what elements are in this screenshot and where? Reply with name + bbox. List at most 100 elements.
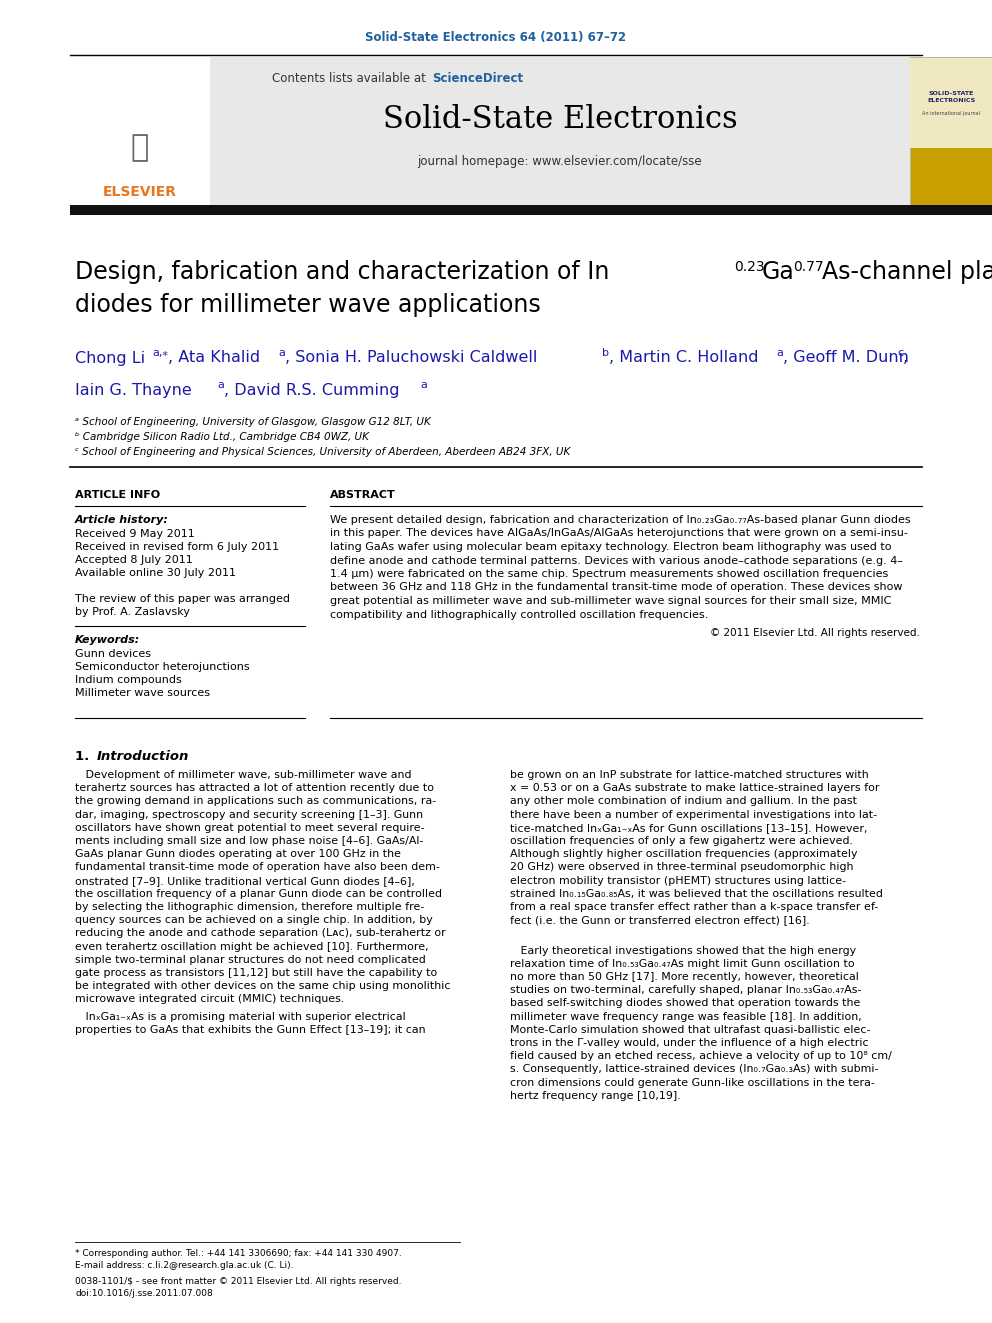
Text: simple two-terminal planar structures do not need complicated: simple two-terminal planar structures do… — [75, 955, 426, 964]
Bar — [70, 57, 210, 205]
Text: Received 9 May 2011: Received 9 May 2011 — [75, 529, 194, 538]
Text: Solid-State Electronics 64 (2011) 67–72: Solid-State Electronics 64 (2011) 67–72 — [365, 32, 627, 45]
Text: there have been a number of experimental investigations into lat-: there have been a number of experimental… — [510, 810, 877, 820]
Text: Solid-State Electronics: Solid-State Electronics — [383, 105, 737, 135]
Text: strained In₀.₁₅Ga₀.₈₅As, it was believed that the oscillations resulted: strained In₀.₁₅Ga₀.₈₅As, it was believed… — [510, 889, 883, 898]
Text: Semiconductor heterojunctions: Semiconductor heterojunctions — [75, 662, 250, 672]
Text: based self-switching diodes showed that operation towards the: based self-switching diodes showed that … — [510, 999, 860, 1008]
Text: oscillators have shown great potential to meet several require-: oscillators have shown great potential t… — [75, 823, 425, 832]
Text: ᵃ School of Engineering, University of Glasgow, Glasgow G12 8LT, UK: ᵃ School of Engineering, University of G… — [75, 417, 431, 427]
Text: ARTICLE INFO: ARTICLE INFO — [75, 490, 160, 500]
Text: ᶜ School of Engineering and Physical Sciences, University of Aberdeen, Aberdeen : ᶜ School of Engineering and Physical Sci… — [75, 447, 570, 456]
Text: tice-matched InₓGa₁₋ₓAs for Gunn oscillations [13–15]. However,: tice-matched InₓGa₁₋ₓAs for Gunn oscilla… — [510, 823, 867, 832]
Text: terahertz sources has attracted a lot of attention recently due to: terahertz sources has attracted a lot of… — [75, 783, 434, 794]
Text: E-mail address: c.li.2@research.gla.ac.uk (C. Li).: E-mail address: c.li.2@research.gla.ac.u… — [75, 1261, 294, 1270]
Text: 0038-1101/$ - see front matter © 2011 Elsevier Ltd. All rights reserved.: 0038-1101/$ - see front matter © 2011 El… — [75, 1278, 402, 1286]
Text: An international journal: An international journal — [922, 111, 980, 116]
Text: onstrated [7–9]. Unlike traditional vertical Gunn diodes [4–6],: onstrated [7–9]. Unlike traditional vert… — [75, 876, 415, 885]
Text: Introduction: Introduction — [97, 750, 189, 763]
Text: * Corresponding author. Tel.: +44 141 3306690; fax: +44 141 330 4907.: * Corresponding author. Tel.: +44 141 33… — [75, 1249, 402, 1257]
Text: quency sources can be achieved on a single chip. In addition, by: quency sources can be achieved on a sing… — [75, 916, 433, 925]
Text: fect (i.e. the Gunn or transferred electron effect) [16].: fect (i.e. the Gunn or transferred elect… — [510, 916, 809, 925]
Text: a: a — [420, 380, 427, 390]
Text: relaxation time of In₀.₅₃Ga₀.₄₇As might limit Gunn oscillation to: relaxation time of In₀.₅₃Ga₀.₄₇As might … — [510, 959, 855, 968]
Text: field caused by an etched recess, achieve a velocity of up to 10⁸ cm/: field caused by an etched recess, achiev… — [510, 1052, 892, 1061]
Text: the growing demand in applications such as communications, ra-: the growing demand in applications such … — [75, 796, 436, 807]
Text: be grown on an InP substrate for lattice-matched structures with: be grown on an InP substrate for lattice… — [510, 770, 869, 781]
Text: the oscillation frequency of a planar Gunn diode can be controlled: the oscillation frequency of a planar Gu… — [75, 889, 442, 898]
Bar — [210, 57, 910, 205]
Text: Contents lists available at: Contents lists available at — [273, 71, 430, 85]
Text: ments including small size and low phase noise [4–6]. GaAs/Al-: ments including small size and low phase… — [75, 836, 424, 845]
Text: Keywords:: Keywords: — [75, 635, 140, 646]
Text: Monte-Carlo simulation showed that ultrafast quasi-ballistic elec-: Monte-Carlo simulation showed that ultra… — [510, 1025, 871, 1035]
Text: x = 0.53 or on a GaAs substrate to make lattice-strained layers for: x = 0.53 or on a GaAs substrate to make … — [510, 783, 880, 794]
Text: millimeter wave frequency range was feasible [18]. In addition,: millimeter wave frequency range was feas… — [510, 1012, 862, 1021]
Text: reducing the anode and cathode separation (Lᴀᴄ), sub-terahertz or: reducing the anode and cathode separatio… — [75, 929, 445, 938]
Text: define anode and cathode terminal patterns. Devices with various anode–cathode s: define anode and cathode terminal patter… — [330, 556, 903, 565]
Text: Design, fabrication and characterization of In: Design, fabrication and characterization… — [75, 261, 609, 284]
Text: Millimeter wave sources: Millimeter wave sources — [75, 688, 210, 699]
Text: Accepted 8 July 2011: Accepted 8 July 2011 — [75, 556, 192, 565]
Text: in this paper. The devices have AlGaAs/InGaAs/AlGaAs heterojunctions that were g: in this paper. The devices have AlGaAs/I… — [330, 528, 908, 538]
Text: , Geoff M. Dunn: , Geoff M. Dunn — [783, 351, 909, 365]
Text: 20 GHz) were observed in three-terminal pseudomorphic high: 20 GHz) were observed in three-terminal … — [510, 863, 853, 872]
Text: gate process as transistors [11,12] but still have the capability to: gate process as transistors [11,12] but … — [75, 968, 437, 978]
Text: hertz frequency range [10,19].: hertz frequency range [10,19]. — [510, 1090, 681, 1101]
Text: properties to GaAs that exhibits the Gunn Effect [13–19]; it can: properties to GaAs that exhibits the Gun… — [75, 1025, 426, 1035]
Text: Iain G. Thayne: Iain G. Thayne — [75, 382, 191, 397]
Text: InₓGa₁₋ₓAs is a promising material with superior electrical: InₓGa₁₋ₓAs is a promising material with … — [75, 1012, 406, 1021]
Text: Gunn devices: Gunn devices — [75, 650, 151, 659]
Text: The review of this paper was arranged: The review of this paper was arranged — [75, 594, 290, 605]
Text: oscillation frequencies of only a few gigahertz were achieved.: oscillation frequencies of only a few gi… — [510, 836, 853, 845]
Text: Received in revised form 6 July 2011: Received in revised form 6 July 2011 — [75, 542, 279, 552]
Text: no more than 50 GHz [17]. More recently, however, theoretical: no more than 50 GHz [17]. More recently,… — [510, 972, 859, 982]
Text: , Ata Khalid: , Ata Khalid — [168, 351, 260, 365]
Text: from a real space transfer effect rather than a k-space transfer ef-: from a real space transfer effect rather… — [510, 902, 878, 912]
Text: trons in the Γ-valley would, under the influence of a high electric: trons in the Γ-valley would, under the i… — [510, 1039, 869, 1048]
Text: SOLID-STATE
ELECTRONICS: SOLID-STATE ELECTRONICS — [927, 91, 975, 103]
Text: by selecting the lithographic dimension, therefore multiple fre-: by selecting the lithographic dimension,… — [75, 902, 425, 912]
Text: Available online 30 July 2011: Available online 30 July 2011 — [75, 568, 236, 578]
Text: by Prof. A. Zaslavsky: by Prof. A. Zaslavsky — [75, 607, 190, 617]
Text: c: c — [897, 348, 903, 359]
Text: 1.: 1. — [75, 750, 94, 763]
Text: doi:10.1016/j.sse.2011.07.008: doi:10.1016/j.sse.2011.07.008 — [75, 1289, 212, 1298]
Text: Ga: Ga — [762, 261, 795, 284]
Text: Article history:: Article history: — [75, 515, 169, 525]
Text: a,⁎: a,⁎ — [152, 348, 168, 359]
Text: dar, imaging, spectroscopy and security screening [1–3]. Gunn: dar, imaging, spectroscopy and security … — [75, 810, 424, 820]
Text: great potential as millimeter wave and sub-millimeter wave signal sources for th: great potential as millimeter wave and s… — [330, 595, 892, 606]
Text: between 36 GHz and 118 GHz in the fundamental transit-time mode of operation. Th: between 36 GHz and 118 GHz in the fundam… — [330, 582, 903, 593]
Text: cron dimensions could generate Gunn-like oscillations in the tera-: cron dimensions could generate Gunn-like… — [510, 1078, 875, 1088]
Text: 1.4 μm) were fabricated on the same chip. Spectrum measurements showed oscillati: 1.4 μm) were fabricated on the same chip… — [330, 569, 888, 579]
Text: a: a — [217, 380, 224, 390]
Text: , David R.S. Cumming: , David R.S. Cumming — [224, 382, 400, 397]
Text: 0.77: 0.77 — [793, 261, 823, 274]
Text: , Sonia H. Paluchowski Caldwell: , Sonia H. Paluchowski Caldwell — [285, 351, 538, 365]
Bar — [910, 58, 992, 148]
Text: © 2011 Elsevier Ltd. All rights reserved.: © 2011 Elsevier Ltd. All rights reserved… — [710, 628, 920, 638]
Text: lating GaAs wafer using molecular beam epitaxy technology. Electron beam lithogr: lating GaAs wafer using molecular beam e… — [330, 542, 892, 552]
Text: diodes for millimeter wave applications: diodes for millimeter wave applications — [75, 292, 541, 318]
Text: a: a — [278, 348, 285, 359]
Bar — [70, 205, 992, 216]
Text: 🌳: 🌳 — [131, 134, 149, 163]
Text: Chong Li: Chong Li — [75, 351, 145, 365]
Text: a: a — [776, 348, 783, 359]
Text: 0.23: 0.23 — [734, 261, 765, 274]
Text: b: b — [602, 348, 609, 359]
Text: We present detailed design, fabrication and characterization of In₀.₂₃Ga₀.₇₇As-b: We present detailed design, fabrication … — [330, 515, 911, 525]
Text: be integrated with other devices on the same chip using monolithic: be integrated with other devices on the … — [75, 982, 450, 991]
Text: ,: , — [903, 351, 908, 365]
Text: ᵇ Cambridge Silicon Radio Ltd., Cambridge CB4 0WZ, UK: ᵇ Cambridge Silicon Radio Ltd., Cambridg… — [75, 433, 369, 442]
Text: Early theoretical investigations showed that the high energy: Early theoretical investigations showed … — [510, 946, 856, 955]
Text: journal homepage: www.elsevier.com/locate/sse: journal homepage: www.elsevier.com/locat… — [418, 156, 702, 168]
Text: microwave integrated circuit (MMIC) techniques.: microwave integrated circuit (MMIC) tech… — [75, 995, 344, 1004]
Text: electron mobility transistor (pHEMT) structures using lattice-: electron mobility transistor (pHEMT) str… — [510, 876, 846, 885]
Text: studies on two-terminal, carefully shaped, planar In₀.₅₃Ga₀.₄₇As-: studies on two-terminal, carefully shape… — [510, 986, 861, 995]
Text: ABSTRACT: ABSTRACT — [330, 490, 396, 500]
Text: s. Consequently, lattice-strained devices (In₀.₇Ga₀.₃As) with submi-: s. Consequently, lattice-strained device… — [510, 1065, 879, 1074]
Text: compatibility and lithographically controlled oscillation frequencies.: compatibility and lithographically contr… — [330, 610, 708, 619]
Text: fundamental transit-time mode of operation have also been dem-: fundamental transit-time mode of operati… — [75, 863, 439, 872]
